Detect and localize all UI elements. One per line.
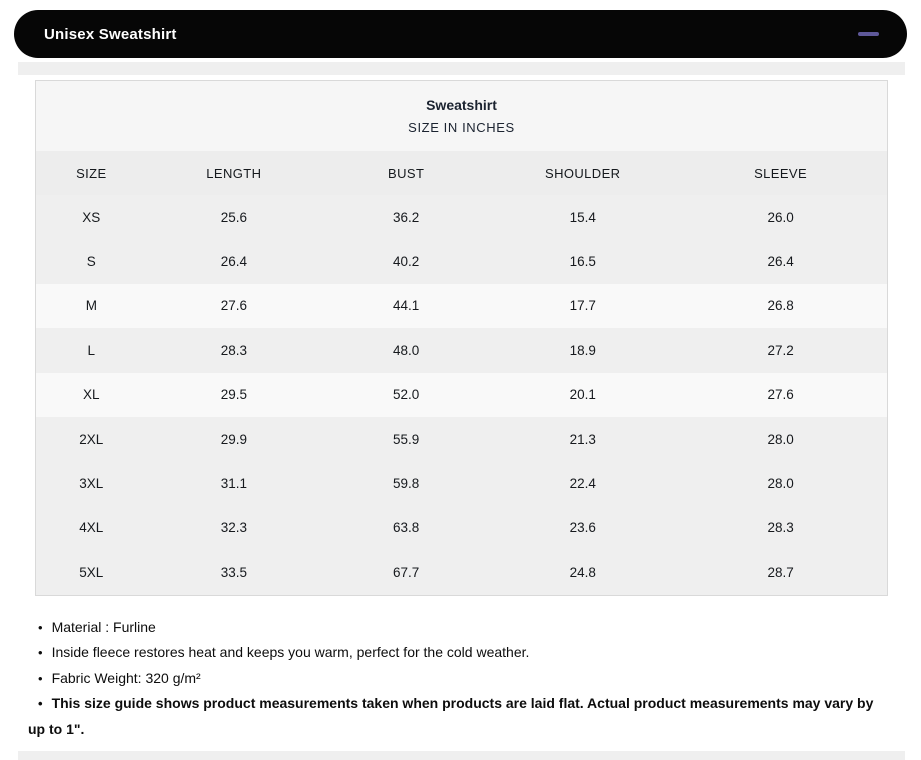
cell-shoulder: 18.9 — [569, 342, 596, 358]
table-caption: Sweatshirt SIZE IN INCHES — [36, 81, 887, 151]
note-item: • Fabric Weight: 320 g/m² — [28, 666, 884, 692]
cell-length: 28.3 — [220, 342, 247, 358]
cell-size: XS — [82, 209, 101, 225]
cell-size: 2XL — [79, 431, 104, 447]
product-notes-list: • Material : Furline • Inside fleece restor… — [28, 615, 884, 742]
cell-length: 29.9 — [220, 431, 247, 447]
note-item: • Inside fleece restores heat and keeps y… — [28, 640, 884, 666]
column-header-size: SIZE — [76, 165, 107, 181]
cell-length: 25.6 — [220, 209, 247, 225]
note-item: • This size guide shows product measureme… — [28, 691, 884, 741]
cell-length: 31.1 — [220, 476, 247, 492]
cell-sleeve: 28.0 — [767, 476, 794, 492]
note-item: • Material : Furline — [28, 615, 884, 641]
cell-shoulder: 22.4 — [569, 476, 596, 492]
cell-length: 29.5 — [220, 387, 247, 403]
cell-bust: 52.0 — [393, 387, 420, 403]
column-header-length: LENGTH — [206, 165, 262, 181]
bullet-icon: • — [38, 670, 43, 686]
cell-sleeve: 26.8 — [767, 298, 794, 314]
cell-bust: 48.0 — [393, 342, 420, 358]
table-row: 3XL 31.1 59.8 22.4 28.0 — [36, 461, 887, 506]
cell-size: XL — [83, 387, 100, 403]
table-row: 4XL 32.3 63.8 23.6 28.3 — [36, 505, 887, 551]
cell-sleeve: 27.2 — [767, 342, 794, 358]
cell-sleeve: 28.3 — [767, 520, 794, 536]
size-chart-table: Sweatshirt SIZE IN INCHES SIZE LENGTH BUST… — [35, 80, 888, 596]
cell-bust: 40.2 — [393, 254, 420, 270]
cell-bust: 67.7 — [393, 564, 420, 580]
table-row: 5XL 33.5 67.7 24.8 28.7 — [36, 550, 887, 595]
cell-size: 4XL — [79, 520, 104, 536]
cell-size: M — [85, 298, 97, 314]
table-title: Sweatshirt — [426, 97, 497, 113]
table-row: XL 29.5 52.0 20.1 27.6 — [36, 372, 887, 417]
cell-bust: 59.8 — [393, 476, 420, 492]
cell-shoulder: 23.6 — [569, 520, 596, 536]
cell-sleeve: 26.0 — [767, 209, 794, 225]
note-text: Material : Furline — [51, 618, 156, 635]
cell-shoulder: 21.3 — [569, 431, 596, 447]
cell-sleeve: 27.6 — [767, 387, 794, 403]
bullet-icon: • — [38, 696, 43, 712]
cell-sleeve: 26.4 — [767, 254, 794, 270]
table-body: XS 25.6 36.2 15.4 26.0 S 26.4 40.2 16.5 26.4 M 27.6… — [36, 195, 887, 595]
cell-size: L — [87, 342, 96, 358]
cell-bust: 36.2 — [393, 209, 420, 225]
accordion-title: Unisex Sweatshirt — [44, 25, 177, 43]
bullet-icon: • — [38, 645, 43, 661]
content-panel: Sweatshirt SIZE IN INCHES SIZE LENGTH BUST… — [18, 75, 905, 752]
collapse-minus-icon[interactable] — [858, 32, 879, 36]
table-row: M 27.6 44.1 17.7 26.8 — [36, 283, 887, 329]
cell-shoulder: 17.7 — [569, 298, 596, 314]
cell-sleeve: 28.7 — [767, 564, 794, 580]
column-header-shoulder: SHOULDER — [545, 165, 621, 181]
table-subtitle: SIZE IN INCHES — [408, 120, 515, 135]
note-text: Inside fleece restores heat and keeps yo… — [51, 644, 530, 661]
cell-size: 3XL — [79, 476, 104, 492]
bullet-icon: • — [38, 619, 43, 635]
cell-shoulder: 20.1 — [569, 387, 596, 403]
table-row: XS 25.6 36.2 15.4 26.0 — [36, 195, 887, 240]
table-header-row: SIZE LENGTH BUST SHOULDER SLEEVE — [36, 151, 887, 195]
cell-length: 26.4 — [220, 254, 247, 270]
accordion-header[interactable]: Unisex Sweatshirt — [14, 10, 907, 58]
table-row: 2XL 29.9 55.9 21.3 28.0 — [36, 416, 887, 462]
cell-length: 33.5 — [220, 564, 247, 580]
cell-bust: 44.1 — [393, 298, 420, 314]
table-row: S 26.4 40.2 16.5 26.4 — [36, 239, 887, 284]
cell-bust: 55.9 — [393, 431, 420, 447]
cell-shoulder: 15.4 — [569, 209, 596, 225]
cell-size: S — [86, 254, 96, 270]
note-text: Fabric Weight: 320 g/m² — [51, 669, 201, 686]
cell-length: 32.3 — [220, 520, 247, 536]
table-row: L 28.3 48.0 18.9 27.2 — [36, 328, 887, 373]
cell-size: 5XL — [79, 564, 104, 580]
note-text: This size guide shows product measuremen… — [28, 695, 874, 737]
accordion-body: Sweatshirt SIZE IN INCHES SIZE LENGTH BUST… — [18, 62, 905, 760]
cell-sleeve: 28.0 — [767, 431, 794, 447]
cell-bust: 63.8 — [393, 520, 420, 536]
cell-shoulder: 16.5 — [569, 254, 596, 270]
cell-shoulder: 24.8 — [569, 564, 596, 580]
cell-length: 27.6 — [220, 298, 247, 314]
column-header-sleeve: SLEEVE — [754, 165, 808, 181]
column-header-bust: BUST — [388, 165, 425, 181]
